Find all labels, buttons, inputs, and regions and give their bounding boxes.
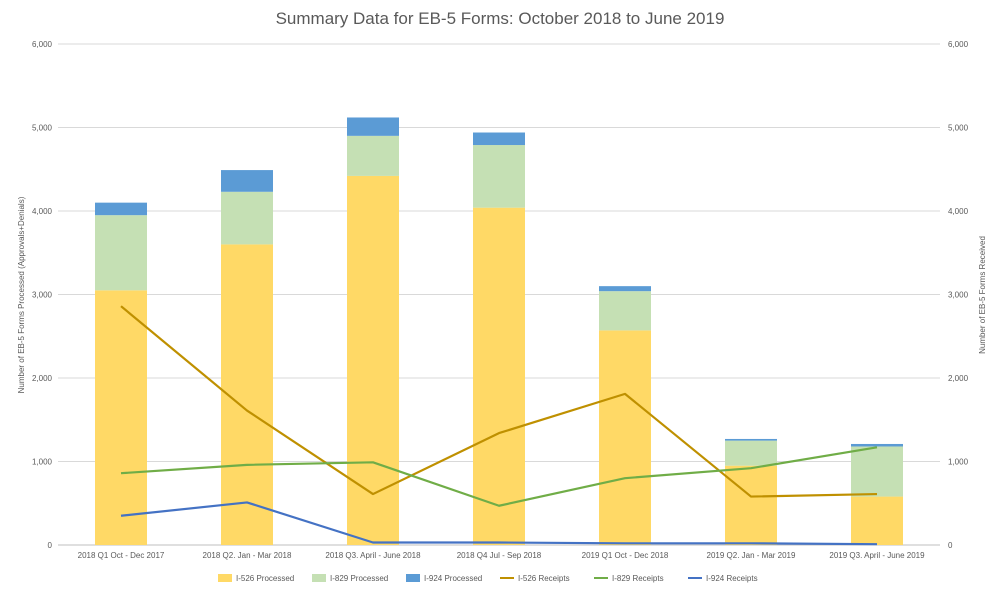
x-tick-label: 2019 Q3. April - June 2019	[829, 551, 925, 560]
y2-tick-label: 5,000	[948, 124, 969, 133]
x-tick-label: 2018 Q1 Oct - Dec 2017	[78, 551, 165, 560]
y-tick-label: 1,000	[32, 458, 53, 467]
bar-segment	[851, 496, 903, 545]
bar-segment	[599, 291, 651, 331]
y-tick-label: 3,000	[32, 291, 53, 300]
legend-label: I-829 Processed	[330, 574, 388, 583]
bar-segment	[725, 465, 777, 545]
bar-segment	[599, 286, 651, 292]
y2-tick-label: 2,000	[948, 374, 969, 383]
bar-segment	[347, 117, 399, 136]
legend-label: I-924 Processed	[424, 574, 482, 583]
bar-segment	[347, 175, 399, 545]
x-tick-label: 2018 Q4 Jul - Sep 2018	[457, 551, 542, 560]
bar-segment	[599, 330, 651, 545]
legend-swatch	[312, 574, 326, 582]
series-line	[120, 501, 878, 546]
bar-segment	[347, 135, 399, 176]
bar-segment	[95, 290, 147, 545]
x-tick-label: 2019 Q1 Oct - Dec 2018	[582, 551, 669, 560]
bar-segment	[473, 145, 525, 208]
y-axis-ticks: 0 1,000 2,000 3,000 4,000 5,000 6,000	[32, 40, 53, 550]
y2-axis-ticks: 0 1,000 2,000 3,000 4,000 5,000 6,000	[948, 40, 969, 550]
legend-label: I-526 Processed	[236, 574, 294, 583]
bar-segment	[95, 202, 147, 216]
bar-series	[95, 117, 903, 545]
legend-swatch	[406, 574, 420, 582]
bar-segment	[725, 438, 777, 441]
y-tick-label: 2,000	[32, 374, 53, 383]
x-tick-label: 2019 Q2. Jan - Mar 2019	[707, 551, 796, 560]
y2-tick-label: 6,000	[948, 40, 969, 49]
y-tick-label: 4,000	[32, 207, 53, 216]
y2-tick-label: 0	[948, 541, 953, 550]
series-line	[120, 305, 878, 498]
bar-segment	[851, 443, 903, 447]
legend-label: I-526 Receipts	[518, 574, 570, 583]
line-series	[120, 305, 878, 546]
y-tick-label: 0	[48, 541, 53, 550]
x-tick-label: 2018 Q2. Jan - Mar 2018	[203, 551, 292, 560]
legend-label: I-829 Receipts	[612, 574, 664, 583]
bar-segment	[221, 191, 273, 245]
bar-segment	[95, 215, 147, 291]
bar-segment	[725, 440, 777, 466]
y2-axis-title: Number of EB-5 Forms Received	[978, 236, 987, 354]
legend-swatch	[218, 574, 232, 582]
bar-segment	[851, 446, 903, 497]
legend: I-526 Processed I-829 Processed I-924 Proc…	[218, 574, 758, 583]
y2-tick-label: 3,000	[948, 291, 969, 300]
series-line	[120, 446, 878, 507]
bar-segment	[473, 207, 525, 545]
y-tick-label: 5,000	[32, 124, 53, 133]
y-axis-title: Number of EB-5 Forms Processed (Approval…	[17, 196, 26, 393]
x-axis-ticks: 2018 Q1 Oct - Dec 2017 2018 Q2. Jan - Mar…	[78, 551, 925, 560]
chart-title: Summary Data for EB-5 Forms: October 201…	[276, 9, 725, 28]
y2-tick-label: 4,000	[948, 207, 969, 216]
x-tick-label: 2018 Q3. April - June 2018	[325, 551, 421, 560]
bar-segment	[221, 170, 273, 192]
bar-segment	[221, 244, 273, 545]
y-tick-label: 6,000	[32, 40, 53, 49]
bar-segment	[473, 132, 525, 146]
legend-label: I-924 Receipts	[706, 574, 758, 583]
y2-tick-label: 1,000	[948, 458, 969, 467]
